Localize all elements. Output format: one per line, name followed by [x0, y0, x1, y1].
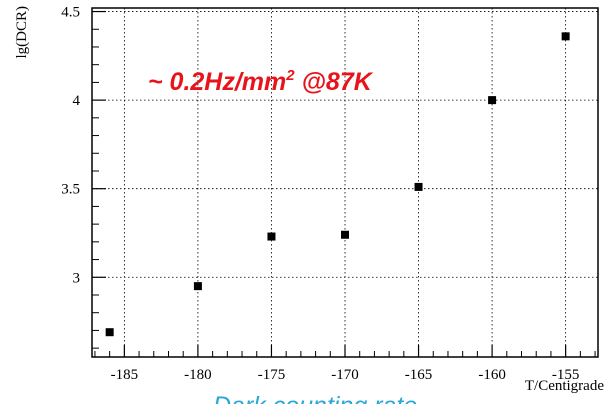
y-axis: 3 3.5 4 4.5	[61, 5, 106, 349]
x-axis-label: T/Centigrade	[525, 378, 604, 394]
x-tick-label: -170	[331, 367, 359, 383]
x-tick-label: -175	[258, 367, 286, 383]
annotation-superscript: 2	[285, 67, 295, 84]
data-point	[488, 96, 497, 105]
data-point	[561, 32, 570, 41]
y-tick-label: 4	[73, 93, 81, 109]
x-tick-label: -160	[478, 367, 506, 383]
data-point	[193, 282, 202, 291]
x-tick-label: -180	[184, 367, 212, 383]
annotation-text: ~ 0.2Hz/mm	[148, 68, 286, 96]
data-point	[267, 232, 276, 241]
data-point	[105, 328, 114, 337]
data-point	[341, 230, 349, 239]
annotation-suffix: @87K	[295, 68, 374, 96]
data-points	[105, 32, 570, 337]
x-tick-label: -185	[111, 367, 139, 383]
x-tick-label: -155	[552, 367, 580, 383]
data-point	[414, 182, 423, 191]
chart-annotation: ~ 0.2Hz/mm2 @87K	[148, 67, 374, 96]
y-tick-label: 3	[73, 270, 81, 286]
grid	[92, 8, 598, 357]
x-tick-label: -165	[405, 367, 433, 383]
y-tick-label: 3.5	[61, 182, 80, 198]
y-tick-label: 4.5	[61, 5, 80, 21]
x-axis: -185 -180 -175 -170 -165 -160 -155	[94, 345, 596, 383]
y-axis-label: lg(DCR)	[14, 6, 30, 59]
footer-caption: Dark counting rate	[213, 392, 417, 404]
